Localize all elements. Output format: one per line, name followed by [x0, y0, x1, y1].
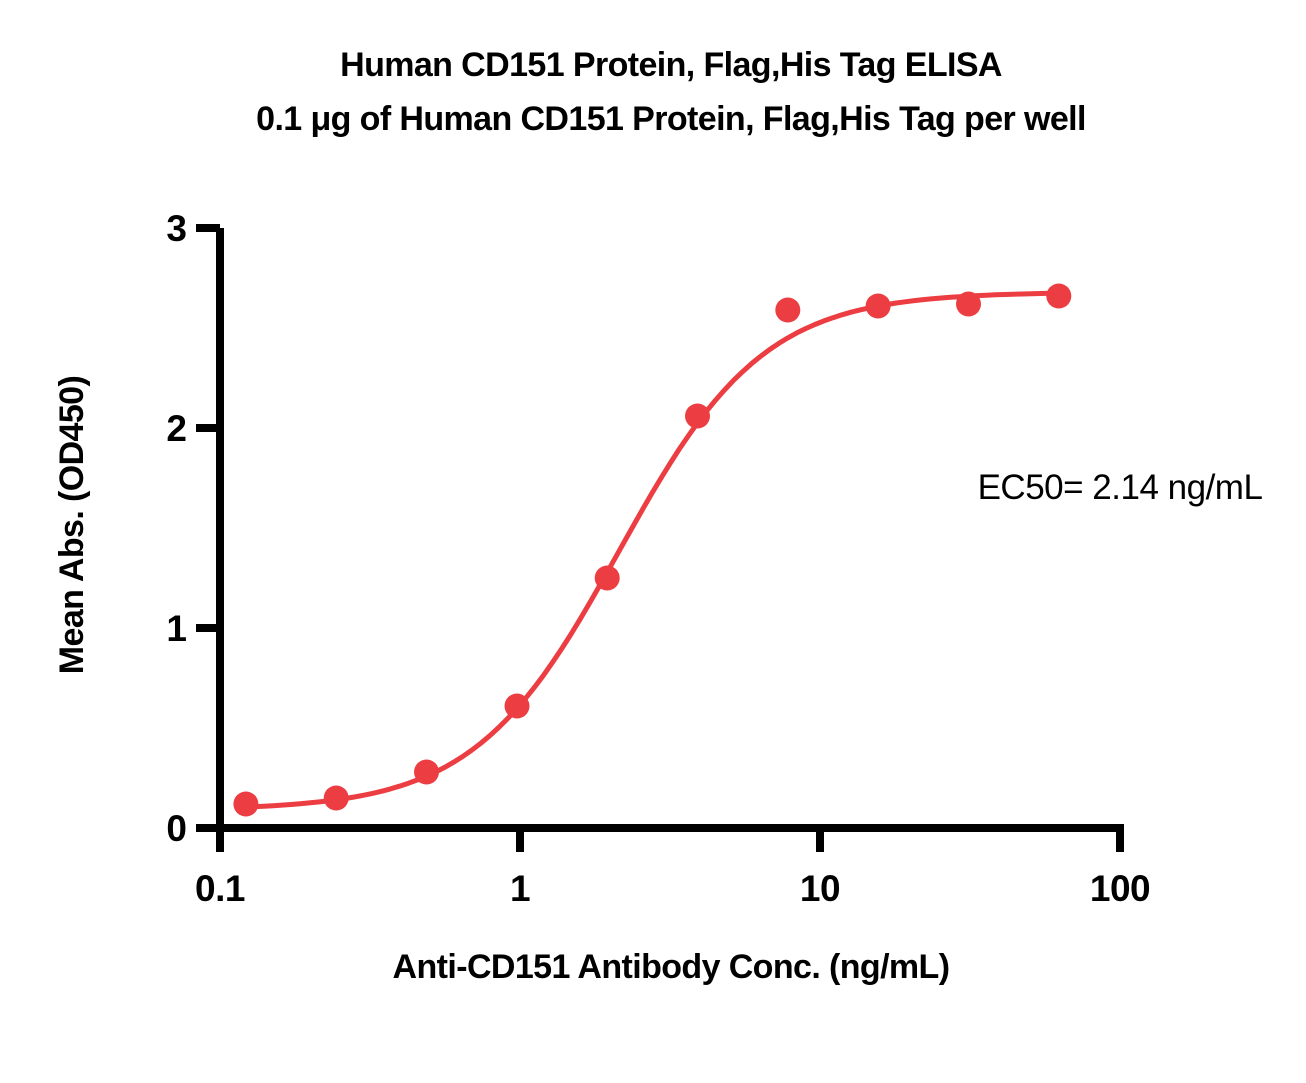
fit-curve [243, 290, 1062, 810]
data-point [685, 403, 710, 429]
x-tick-label: 1 [510, 868, 530, 909]
y-tick-label: 2 [166, 408, 187, 449]
ec50-annotation: EC50= 2.14 ng/mL [977, 468, 1263, 507]
y-tick-label: 3 [166, 208, 187, 249]
data-point [956, 291, 981, 317]
data-point [594, 565, 620, 591]
data-point [233, 791, 259, 817]
data-point [865, 293, 891, 319]
x-tick-label: 10 [800, 868, 840, 909]
x-axis-title: Anti-CD151 Antibody Conc. (ng/mL) [392, 948, 951, 986]
data-point [323, 785, 349, 811]
x-tick-label: 0.1 [195, 868, 245, 909]
chart-subtitle: 0.1 μg of Human CD151 Protein, Flag,His … [256, 100, 1086, 138]
y-tick-label: 0 [166, 808, 187, 849]
y-axis-title: Mean Abs. (OD450) [53, 375, 91, 675]
chart-title: Human CD151 Protein, Flag,His Tag ELISA [340, 46, 1002, 84]
y-tick-label: 1 [166, 608, 187, 649]
data-point [504, 693, 530, 719]
data-point [775, 297, 801, 323]
data-point [414, 759, 439, 785]
data-point [1046, 283, 1072, 309]
x-tick-label: 100 [1090, 868, 1150, 909]
